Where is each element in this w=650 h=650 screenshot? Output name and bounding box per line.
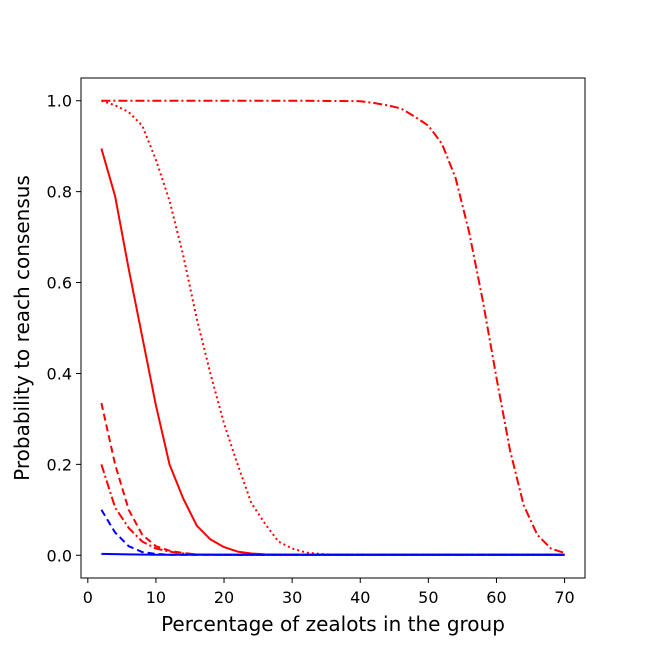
x-axis-label: Percentage of zealots in the group: [161, 612, 505, 636]
y-axis: 0.0 0.2 0.4 0.6 0.8 1.0: [47, 92, 81, 565]
y-tick-label: 0.0: [47, 546, 72, 565]
series-line-7: [101, 552, 565, 556]
y-axis-label: Probability to reach consensus: [10, 175, 34, 481]
x-tick-label: 10: [146, 588, 166, 607]
x-tick-label: 20: [214, 588, 234, 607]
y-tick-label: 0.4: [47, 364, 72, 383]
y-tick-label: 0.8: [47, 183, 72, 202]
x-tick-label: 60: [486, 588, 506, 607]
series-line-2: [101, 99, 565, 556]
y-tick-label: 1.0: [47, 92, 72, 111]
x-axis: 0 10 20 30 40 50 60 70: [83, 578, 575, 607]
x-tick-label: 0: [83, 588, 93, 607]
x-tick-label: 70: [554, 588, 574, 607]
y-tick-label: 0.6: [47, 274, 72, 293]
x-tick-label: 40: [350, 588, 370, 607]
series-layer: [100, 99, 565, 556]
x-tick-label: 50: [418, 588, 438, 607]
x-tick-label: 30: [282, 588, 302, 607]
y-tick-label: 0.2: [47, 455, 72, 474]
plot-frame: [80, 77, 586, 579]
